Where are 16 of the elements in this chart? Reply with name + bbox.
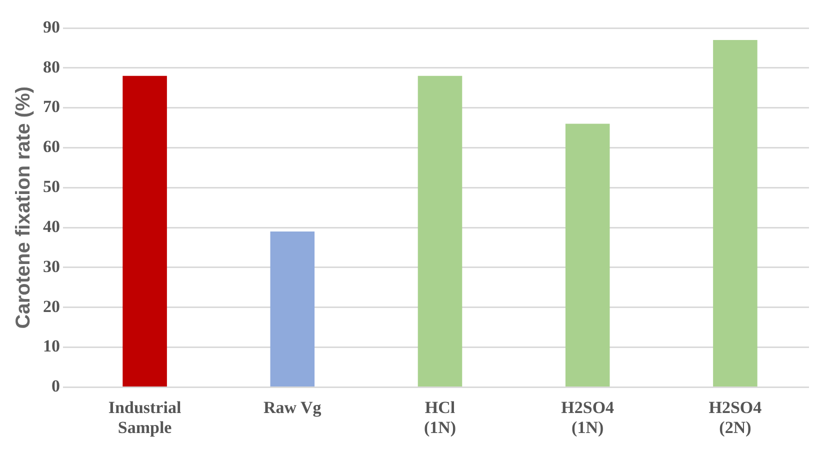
- y-tick-label: 80: [43, 57, 60, 76]
- x-tick-label: H2SO4 (1N): [561, 398, 615, 438]
- y-tick-label: 10: [43, 336, 60, 356]
- y-axis-title: Carotene fixation rate (%): [12, 86, 35, 329]
- y-tick-label: 0: [52, 376, 60, 396]
- x-tick-label: H2SO4 (2N): [708, 398, 762, 438]
- x-tick-label: Industrial Sample: [108, 398, 182, 438]
- y-tick-label: 20: [43, 296, 60, 316]
- y-tick-label: 30: [43, 256, 60, 276]
- y-tick-label: 50: [43, 177, 60, 196]
- x-tick-label: HCl (1N): [424, 398, 456, 438]
- y-tick-label: 90: [43, 17, 60, 36]
- x-tick-label: Raw Vg: [264, 398, 322, 417]
- y-tick-label: 70: [43, 97, 60, 116]
- y-tick-label: 40: [43, 216, 60, 236]
- y-tick-label: 60: [43, 137, 60, 156]
